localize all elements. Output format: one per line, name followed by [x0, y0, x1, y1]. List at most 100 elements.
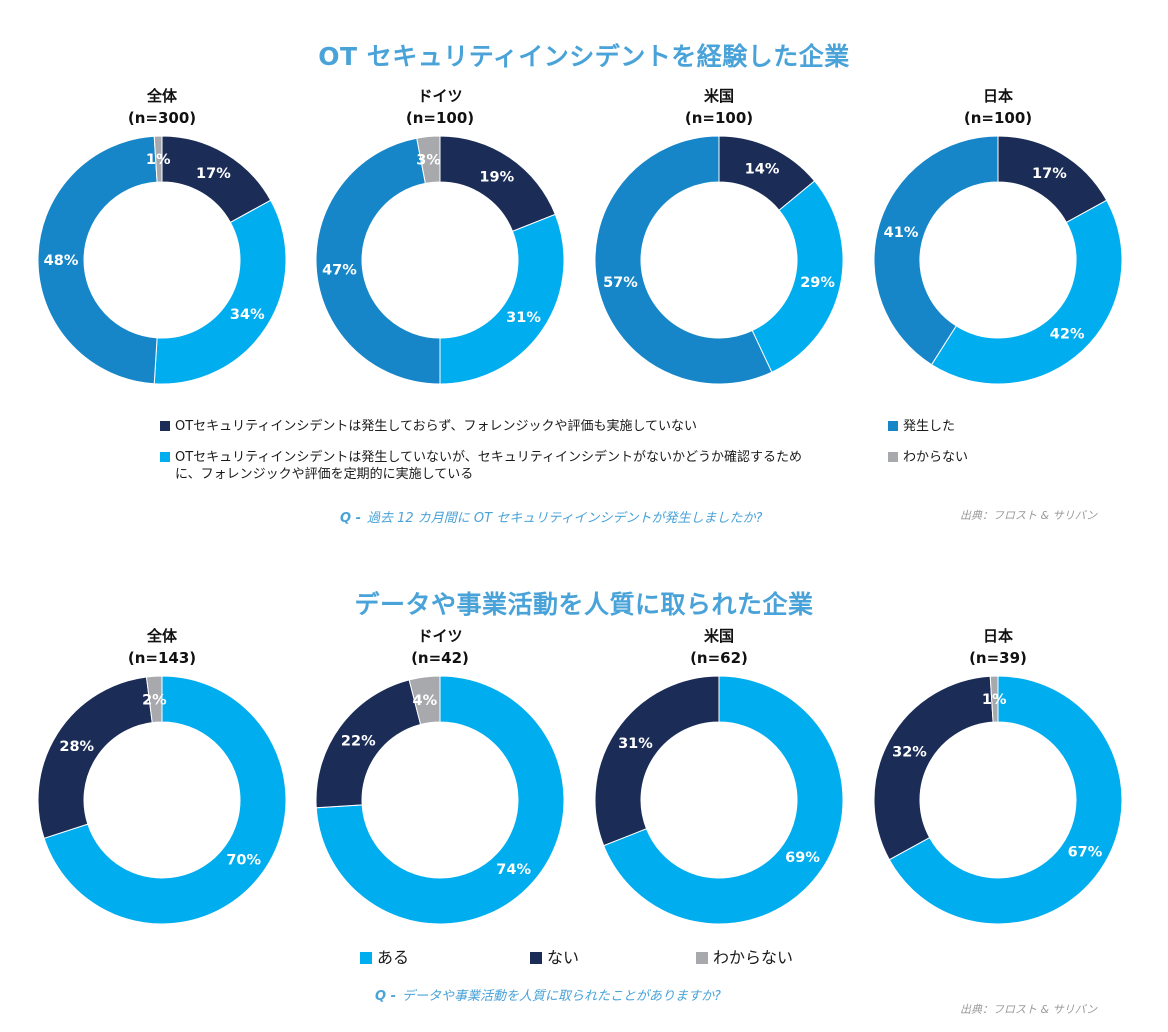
donut-slice-occurred — [594, 135, 773, 385]
donut-data-label: 42% — [1050, 327, 1085, 343]
donut-data-label: 74% — [496, 862, 531, 878]
section1-source: 出典：フロスト & サリバン — [960, 509, 1098, 522]
donut-svg: 19% 31% 47% 3% — [315, 135, 565, 385]
donut-svg: 14% 29% 57% — [594, 135, 844, 385]
donut-chart-overall-incidents: 全体 (n=300) 17% 34% 48% 1% — [32, 85, 292, 385]
legend-swatch — [360, 952, 372, 964]
donut-data-label: 4% — [413, 693, 438, 709]
legend-label: わからない — [903, 450, 969, 465]
chart-sample-size: (n=39) — [969, 649, 1027, 667]
donut-chart-germany-incidents: ドイツ (n=100) 19% 31% 47% 3% — [310, 85, 570, 385]
chart-heading: 米国 (n=62) — [589, 625, 849, 669]
legend-label: ある — [377, 948, 410, 967]
chart-title: ドイツ — [417, 87, 463, 105]
donut-data-label: 32% — [892, 744, 927, 760]
chart-heading: 全体 (n=143) — [32, 625, 292, 669]
donut-slice-not_occurred_regular_forensics — [439, 213, 565, 385]
legend-item-unknown-2: わからない — [696, 948, 793, 968]
chart-heading: ドイツ (n=42) — [310, 625, 570, 669]
chart-heading: 日本 (n=39) — [868, 625, 1128, 669]
section2-source: 出典：フロスト & サリバン — [960, 1003, 1098, 1016]
donut-slice-occurred — [873, 135, 999, 366]
donut-data-label: 47% — [322, 263, 357, 279]
donut-slice-no — [37, 676, 153, 839]
donut-chart-overall-ransom: 全体 (n=143) 70% 28% 2% — [32, 625, 292, 925]
legend-swatch — [160, 421, 170, 431]
donut-slice-occurred — [315, 137, 441, 385]
donut-chart-japan-incidents: 日本 (n=100) 17% 42% 41% — [868, 85, 1128, 385]
legend-swatch — [160, 452, 170, 462]
legend-label: OTセキュリティインシデントは発生していないが、セキュリティインシデントがないか… — [175, 450, 802, 482]
chart-sample-size: (n=42) — [411, 649, 469, 667]
chart-heading: 日本 (n=100) — [868, 85, 1128, 129]
chart-sample-size: (n=100) — [684, 109, 754, 127]
chart-title: ドイツ — [417, 627, 463, 645]
donut-data-label: 67% — [1068, 844, 1103, 860]
question-text: 過去 12 カ月間に OT セキュリティインシデントが発生しましたか? — [366, 511, 763, 526]
donut-data-label: 3% — [416, 153, 441, 169]
section2-title: データや事業活動を人質に取られた企業 — [354, 590, 814, 619]
legend-swatch — [696, 952, 708, 964]
donut-slice-yes — [43, 675, 287, 925]
donut-data-label: 34% — [230, 307, 265, 323]
donut-data-label: 29% — [800, 275, 835, 291]
chart-title: 日本 — [982, 627, 1013, 645]
question-prefix: Q - — [375, 989, 396, 1004]
chart-title: 全体 — [146, 87, 177, 105]
chart-title: 米国 — [703, 87, 734, 105]
donut-chart-usa-incidents: 米国 (n=100) 14% 29% 57% — [589, 85, 849, 385]
legend-item-no-incident-no-forensics: OTセキュリティインシデントは発生しておらず、フォレンジックや評価も実施していな… — [160, 418, 840, 435]
section2-question: Q - データや事業活動を人質に取られたことがありますか? — [375, 985, 721, 1004]
donut-data-label: 2% — [142, 692, 167, 708]
donut-svg: 70% 28% 2% — [37, 675, 287, 925]
donut-slice-yes — [603, 675, 844, 925]
donut-slice-unknown — [145, 675, 163, 724]
legend-item-no-incident-regular-forensics: OTセキュリティインシデントは発生していないが、セキュリティインシデントがないか… — [160, 449, 825, 483]
chart-sample-size: (n=62) — [690, 649, 748, 667]
donut-slice-not_occurred_regular_forensics — [153, 199, 287, 385]
donut-slice-no — [594, 675, 720, 847]
chart-title: 米国 — [703, 627, 734, 645]
donut-slice-yes — [315, 675, 565, 925]
donut-data-label: 1% — [146, 152, 171, 168]
donut-data-label: 31% — [618, 736, 653, 752]
question-text: データや事業活動を人質に取られたことがありますか? — [401, 989, 721, 1004]
donut-data-label: 14% — [745, 162, 780, 178]
donut-slice-occurred — [37, 135, 158, 385]
chart-sample-size: (n=100) — [405, 109, 475, 127]
donut-svg: 74% 22% 4% — [315, 675, 565, 925]
chart-title: 全体 — [146, 627, 177, 645]
legend-item-occurred: 発生した — [888, 418, 1038, 435]
question-prefix: Q - — [340, 511, 361, 526]
donut-data-label: 1% — [982, 692, 1007, 708]
legend-label: わからない — [713, 948, 794, 967]
legend-label: ない — [547, 948, 580, 967]
legend-label: 発生した — [903, 419, 956, 434]
legend-swatch — [888, 421, 898, 431]
donut-data-label: 28% — [59, 739, 94, 755]
donut-data-label: 41% — [884, 225, 919, 241]
donut-slice-not_occurred_regular_forensics — [751, 180, 844, 373]
chart-heading: ドイツ (n=100) — [310, 85, 570, 129]
donut-svg: 67% 32% 1% — [873, 675, 1123, 925]
section1-question: Q - 過去 12 カ月間に OT セキュリティインシデントが発生しましたか? — [340, 507, 762, 526]
donut-data-label: 69% — [785, 850, 820, 866]
chart-title: 日本 — [982, 87, 1013, 105]
legend-label: OTセキュリティインシデントは発生しておらず、フォレンジックや評価も実施していな… — [175, 419, 698, 434]
donut-data-label: 70% — [226, 852, 261, 868]
donut-data-label: 17% — [196, 166, 231, 182]
donut-svg: 17% 34% 48% 1% — [37, 135, 287, 385]
donut-chart-japan-ransom: 日本 (n=39) 67% 32% 1% — [868, 625, 1128, 925]
donut-svg: 17% 42% 41% — [873, 135, 1123, 385]
legend-item-unknown: わからない — [888, 449, 1038, 466]
chart-sample-size: (n=143) — [127, 649, 197, 667]
legend-item-no: ない — [530, 948, 579, 968]
donut-slice-not_occurred_regular_forensics — [930, 199, 1123, 385]
chart-sample-size: (n=100) — [963, 109, 1033, 127]
donut-svg: 69% 31% — [594, 675, 844, 925]
legend-item-yes: ある — [360, 948, 409, 968]
donut-data-label: 48% — [44, 253, 79, 269]
donut-data-label: 57% — [603, 275, 638, 291]
legend-swatch — [888, 452, 898, 462]
chart-heading: 米国 (n=100) — [589, 85, 849, 129]
